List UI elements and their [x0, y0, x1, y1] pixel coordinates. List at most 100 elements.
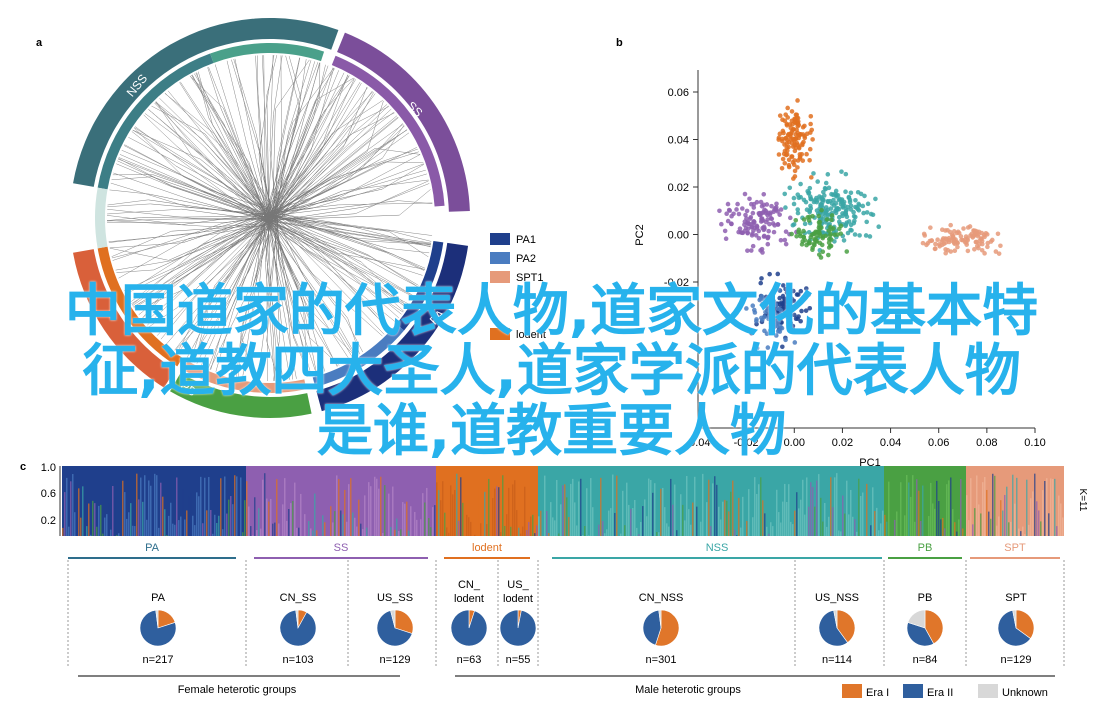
tree-branch — [309, 240, 402, 315]
pca-point — [758, 248, 763, 253]
pca-xtick-label: 0.00 — [784, 437, 805, 449]
admix-bar — [292, 500, 294, 536]
admix-bar — [886, 521, 888, 536]
admix-bar — [860, 495, 862, 536]
pca-point — [801, 217, 807, 222]
tree-branch — [292, 67, 334, 123]
pca-point — [933, 241, 938, 247]
admix-bar — [208, 477, 210, 536]
admix-bar — [424, 502, 426, 536]
pca-point — [770, 294, 775, 299]
tree-branch — [330, 91, 374, 137]
inner-spt1 — [182, 360, 307, 393]
tree-branch — [194, 73, 237, 148]
admix-bar — [150, 485, 152, 536]
admix-bar — [460, 477, 462, 536]
admix-bar — [356, 526, 358, 536]
pca-point — [792, 312, 797, 318]
admix-bar — [820, 497, 822, 536]
admix-bar — [498, 487, 500, 536]
tree-branch — [319, 124, 404, 185]
admix-bar — [522, 526, 524, 536]
admix-bar — [502, 475, 504, 536]
pca-point — [729, 213, 734, 219]
tree-branch — [209, 286, 252, 370]
pca-point — [848, 190, 854, 196]
pca-point — [805, 188, 810, 194]
pca-point — [752, 219, 757, 225]
pca-point — [774, 201, 779, 207]
admix-bar — [296, 527, 298, 536]
pca-point — [799, 242, 805, 247]
tree-branch — [306, 129, 408, 203]
pca-point — [820, 249, 826, 254]
pca-point — [757, 297, 762, 303]
admix-bar — [636, 527, 638, 536]
pca-point — [920, 240, 926, 246]
admix-bar — [800, 499, 802, 536]
admix-bar — [846, 480, 848, 536]
admix-bar — [226, 513, 228, 536]
pca-point — [767, 271, 772, 277]
admix-bar — [776, 489, 778, 536]
admix-bar — [98, 505, 100, 536]
tree-branch — [148, 109, 242, 189]
tree-branch — [186, 214, 268, 289]
admix-bar — [342, 514, 344, 536]
pca-ylabel: PC2 — [634, 224, 646, 245]
tree-branch — [233, 217, 268, 311]
admix-bar — [926, 494, 928, 536]
tree-branch — [263, 126, 349, 227]
pca-point — [794, 233, 799, 239]
tree-branch — [261, 55, 268, 171]
admix-bar — [654, 483, 656, 536]
tree-branch — [263, 55, 266, 176]
pie-count: n=84 — [913, 654, 938, 666]
pca-point — [783, 135, 789, 141]
admix-bar — [182, 489, 184, 536]
tree-branch — [315, 68, 335, 101]
tree-branch — [310, 67, 335, 152]
pca-point — [783, 337, 788, 343]
legend-label-era2: Era II — [927, 687, 953, 699]
tree-branch — [116, 163, 171, 187]
admix-bar — [548, 533, 550, 536]
tree-branch — [174, 310, 206, 351]
tree-branch — [298, 67, 334, 154]
pca-point — [765, 217, 770, 222]
tree-branch — [274, 188, 383, 214]
tree-branch — [265, 176, 296, 220]
admix-bar — [222, 529, 224, 536]
pca-point — [776, 152, 782, 157]
pca-point — [723, 236, 729, 241]
group-labels: PA SS lodent NSS PB SPT — [67, 542, 1065, 668]
pca-point — [800, 142, 805, 148]
admix-bar — [690, 524, 692, 536]
tree-branch — [293, 338, 310, 377]
admix-block — [538, 466, 884, 536]
admix-bar — [70, 481, 72, 536]
pca-point — [784, 145, 790, 150]
admix-bar — [578, 481, 580, 536]
admix-bar — [230, 496, 232, 536]
pca-point — [773, 312, 779, 318]
pca-point — [858, 191, 864, 197]
admix-bar — [606, 529, 608, 536]
admix-bar — [348, 484, 350, 536]
pca-point — [831, 226, 836, 231]
pca-point — [735, 201, 740, 207]
pca-point — [812, 242, 817, 248]
pca-point — [786, 162, 792, 168]
tree-branch — [135, 288, 187, 311]
tree-branch — [281, 325, 291, 380]
pca-point — [808, 113, 814, 119]
admix-bar — [868, 513, 870, 536]
tree-branch — [275, 59, 310, 110]
admix-bar — [730, 491, 732, 536]
tree-branch — [154, 102, 205, 148]
tree-branch — [393, 254, 425, 271]
legend-label-era1: Era I — [866, 687, 889, 699]
pca-point — [823, 205, 829, 210]
admix-bar — [536, 525, 538, 536]
tree-branch — [267, 214, 358, 233]
